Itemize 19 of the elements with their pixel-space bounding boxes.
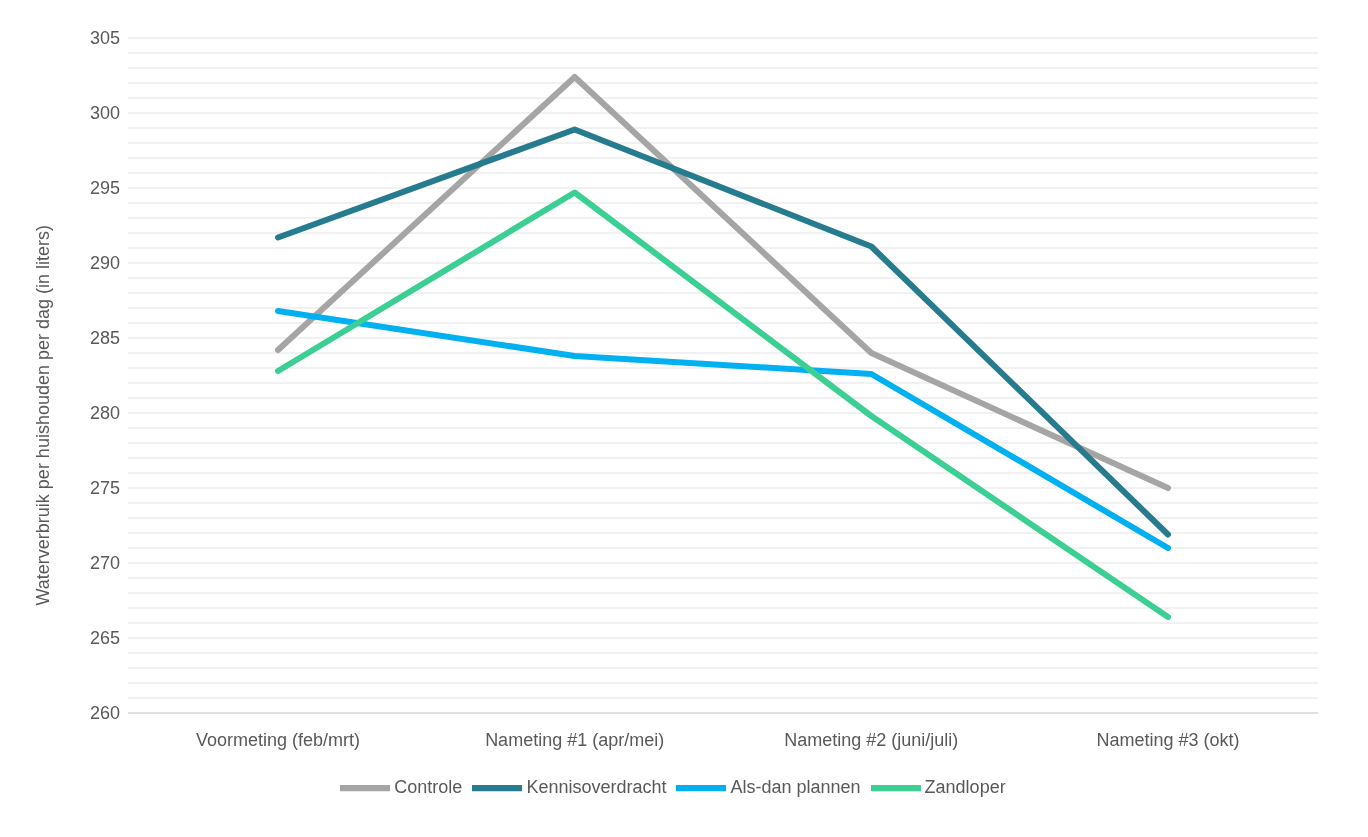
x-tick-label: Nameting #2 (juni/juli) bbox=[784, 729, 959, 750]
legend-label: Als-dan plannen bbox=[730, 776, 861, 797]
y-tick-label: 270 bbox=[89, 553, 120, 574]
legend-label: Zandloper bbox=[924, 776, 1006, 797]
x-tick-label: Nameting #3 (okt) bbox=[1096, 729, 1240, 750]
x-tick-label: Voormeting (feb/mrt) bbox=[195, 729, 361, 750]
y-tick-label: 275 bbox=[89, 478, 120, 499]
y-tick-label: 300 bbox=[89, 103, 120, 124]
y-axis-title: Waterverbruik per huishouden per dag (in liters) bbox=[33, 224, 54, 606]
y-tick-label: 265 bbox=[89, 628, 120, 649]
y-tick-label: 295 bbox=[89, 178, 120, 199]
y-tick-label: 290 bbox=[89, 253, 120, 274]
y-tick-label: 280 bbox=[89, 403, 120, 424]
y-tick-label: 260 bbox=[89, 703, 120, 724]
legend-label: Controle bbox=[394, 776, 463, 797]
legend-label: Kennisoverdracht bbox=[526, 776, 667, 797]
y-tick-label: 305 bbox=[89, 28, 120, 49]
y-tick-label: 285 bbox=[89, 328, 120, 349]
x-tick-label: Nameting #1 (apr/mei) bbox=[485, 729, 665, 750]
